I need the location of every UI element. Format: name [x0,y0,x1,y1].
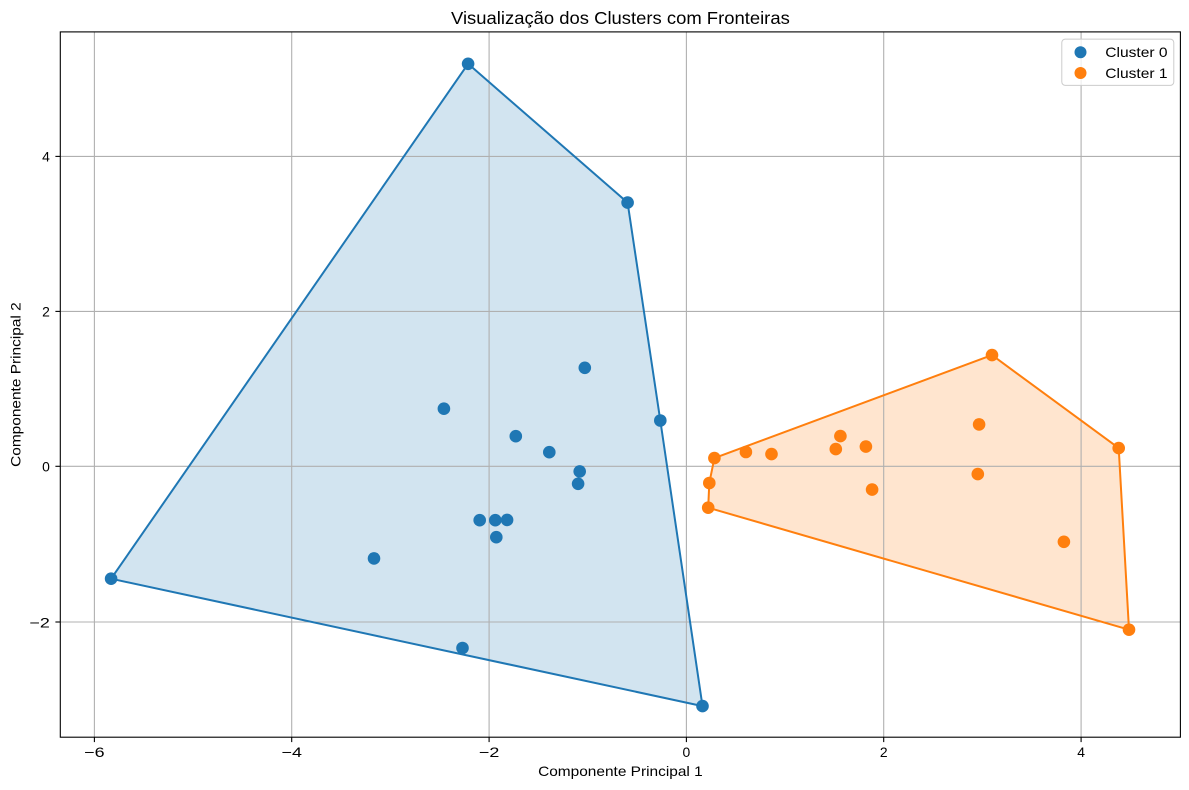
svg-text:−2: −2 [29,614,50,630]
svg-text:4: 4 [1077,744,1085,760]
svg-text:Visualização dos Clusters com: Visualização dos Clusters com Fronteiras [451,8,790,28]
svg-text:Componente Principal 1: Componente Principal 1 [538,763,703,779]
svg-text:2: 2 [42,304,50,320]
svg-text:Cluster 1: Cluster 1 [1105,65,1168,81]
svg-text:0: 0 [42,459,50,475]
svg-text:−2: −2 [479,744,500,760]
svg-text:4: 4 [42,149,50,165]
svg-text:Cluster 0: Cluster 0 [1105,44,1168,60]
svg-text:−6: −6 [84,744,105,760]
svg-text:Componente Principal 2: Componente Principal 2 [8,302,24,467]
svg-text:−4: −4 [282,744,303,760]
svg-text:2: 2 [880,744,888,760]
svg-text:0: 0 [683,744,691,760]
